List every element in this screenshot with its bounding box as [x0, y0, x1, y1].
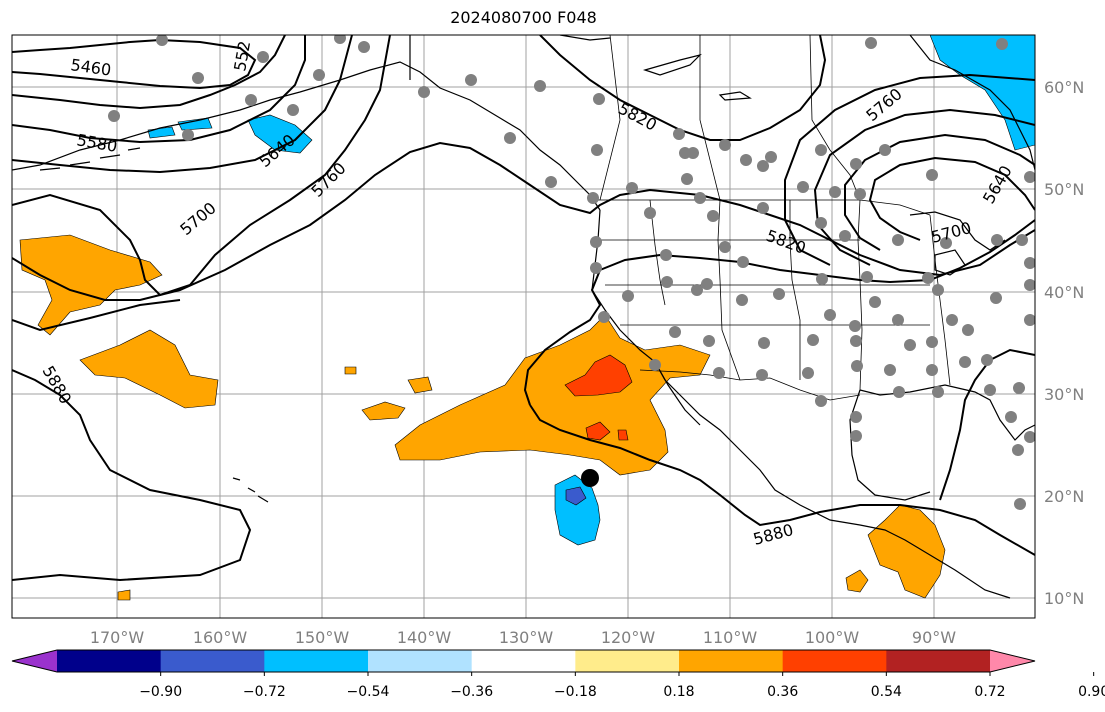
colorbar-extend-low	[12, 650, 57, 672]
lat-label: 30°N	[1044, 385, 1084, 404]
positive-region	[407, 376, 433, 394]
positive-region	[19, 234, 163, 336]
lon-label: 90°W	[912, 628, 956, 647]
negative-region	[929, 35, 1035, 151]
lon-label: 140°W	[397, 628, 452, 647]
map-area	[12, 35, 1035, 618]
negative-region	[247, 114, 313, 154]
colorbar-tick-label: 0.72	[974, 684, 1005, 700]
strong-positive-region	[617, 429, 629, 441]
lat-label: 40°N	[1044, 283, 1084, 302]
positive-region	[361, 401, 406, 421]
lat-label: 50°N	[1044, 180, 1084, 199]
positive-region	[344, 366, 357, 375]
lon-label: 170°W	[90, 628, 145, 647]
colorbar-tick-label: −0.54	[347, 684, 390, 700]
lon-label: 100°W	[805, 628, 860, 647]
colorbar-tick-label: 0.18	[663, 684, 694, 700]
positive-region	[845, 569, 869, 593]
colorbar-segment	[471, 650, 576, 672]
colorbar-segment	[264, 650, 369, 672]
colorbar-segment	[679, 650, 784, 672]
colorbar-extend-high	[990, 650, 1035, 672]
positive-region	[394, 314, 711, 476]
longitude-labels: 170°W 160°W 150°W 140°W 130°W 120°W 110°…	[90, 628, 956, 647]
colorbar-segment	[160, 650, 265, 672]
colorbar-segment	[368, 650, 473, 672]
colorbar-tick-label: 0.54	[871, 684, 902, 700]
colorbar-segment	[575, 650, 680, 672]
colorbar-segment	[886, 650, 991, 672]
storm-center-marker	[581, 469, 599, 487]
positive-region	[79, 329, 219, 409]
colorbar-outline	[11, 649, 1036, 673]
lon-label: 120°W	[601, 628, 656, 647]
colorbar-tick-label: −0.90	[139, 684, 182, 700]
lon-label: 150°W	[295, 628, 350, 647]
station-markers	[108, 35, 1035, 510]
lat-label: 60°N	[1044, 78, 1084, 97]
colorbar-tick-label: −0.72	[243, 684, 286, 700]
positive-region	[117, 589, 131, 601]
height-contours	[12, 35, 1035, 582]
lon-label: 110°W	[703, 628, 758, 647]
lat-label: 20°N	[1044, 487, 1084, 506]
colorbar-tick-label: 0.36	[767, 684, 798, 700]
colorbar-tick-label: 0.90	[1078, 684, 1105, 700]
map-title: 2024080700 F048	[450, 8, 597, 27]
lat-label: 10°N	[1044, 589, 1084, 608]
negative-region	[565, 486, 587, 506]
lon-label: 130°W	[499, 628, 554, 647]
latitude-labels: 60°N 50°N 40°N 30°N 20°N 10°N	[1044, 78, 1084, 608]
colorbar-tick-label: −0.18	[554, 684, 597, 700]
colorbar-tick-label: −0.36	[450, 684, 493, 700]
negative-region	[177, 117, 213, 131]
colorbar-segment	[57, 650, 162, 672]
colorbar-segment	[782, 650, 887, 672]
colorbar: −0.90 −0.72 −0.54 −0.36 −0.18 0.18 0.36 0.54 0.7…	[11, 649, 1105, 700]
anomaly-shading	[19, 35, 1035, 601]
map-frame	[11, 34, 1036, 619]
lon-label: 160°W	[193, 628, 248, 647]
strong-positive-region	[564, 354, 633, 397]
strong-positive-region	[585, 421, 611, 441]
